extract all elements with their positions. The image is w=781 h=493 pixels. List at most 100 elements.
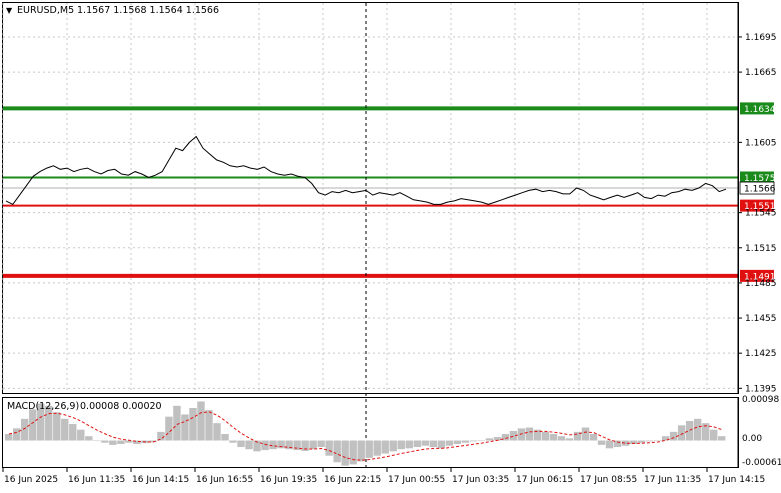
macd-bar [93,440,101,442]
time-tick-label: 16 Jun 19:35 [260,475,317,485]
macd-bar [349,440,357,465]
macd-bar [149,440,157,443]
macd-bar [621,440,630,446]
macd-bar [261,440,269,451]
time-tick-label: 17 Jun 06:15 [516,475,573,485]
macd-bar [565,438,574,441]
time-tick-label: 16 Jun 16:55 [196,475,253,485]
price-tick-label: 1.1515 [745,244,777,254]
macd-bar [493,437,502,441]
price-levels: 1.1634 1.1575 1.1551 1.1491 1.1566 [3,102,776,282]
macd-label: MACD(12,26,9) [7,401,79,412]
macd-bar [53,412,61,441]
macd-bar [181,414,189,441]
level-tag-1.1634 [740,102,774,115]
level-tag-1.1551 [740,199,774,212]
time-tick-label: 16 Jun 2025 [4,475,58,485]
macd-bar [165,416,173,441]
macd-bar [365,440,373,458]
current-price-tag [739,181,775,195]
macd-bar [581,427,590,441]
macd-bar [525,427,534,441]
level-tag-1.1491 [740,269,774,282]
macd-bar [85,436,93,441]
price-tick-label: 1.1545 [745,209,777,219]
macd-bar [429,440,437,448]
macd-bar [517,428,526,441]
price-tick-label: 1.1665 [745,68,777,78]
ohlc-values: 1.1567 1.1568 1.1564 1.1566 [77,5,219,16]
time-tick-label: 17 Jun 03:35 [452,475,509,485]
macd-bar [109,440,117,445]
chart-menu-icon[interactable]: ▼ [6,6,13,15]
macd-bar [373,440,381,456]
macd-histogram [5,401,726,466]
macd-bar [285,440,293,450]
macd-bar [637,440,646,443]
macd-bar [437,440,446,449]
macd-bar [189,407,197,441]
macd-bar [61,418,69,441]
macd-bar [229,440,237,443]
macd-bar [421,440,429,446]
level-tag-label: 1.1634 [744,105,776,115]
macd-bar [29,409,37,441]
macd-bar [333,440,341,463]
macd-bar [133,440,141,444]
macd-bar [477,440,486,442]
macd-bar [237,440,245,448]
macd-tick-max: 0.00098 [742,395,779,405]
macd-bar [645,440,654,442]
macd-signal-line [8,411,723,461]
macd-bar [541,431,550,441]
macd-bar [309,440,317,450]
macd-bar [709,429,718,441]
symbol-label: EURUSD,M5 [17,5,74,16]
macd-bar [213,423,221,441]
macd-bar [197,401,205,441]
macd-bar [269,440,277,450]
macd-bar [677,425,686,441]
macd-bar [245,440,253,450]
level-tag-label: 1.1575 [744,174,776,184]
price-tick-label: 1.1425 [745,349,777,359]
macd-bar [301,440,309,451]
macd-values: 0.00008 0.00020 [80,401,162,412]
macd-bar [101,440,109,443]
macd-bar [77,429,85,441]
macd-bar [5,434,13,441]
level-tag-label: 1.1551 [744,202,776,212]
time-tick-label: 17 Jun 14:15 [708,475,765,485]
macd-bar [381,440,389,454]
time-tick-label: 17 Jun 08:55 [580,475,637,485]
macd-bar [469,440,478,442]
macd-bar [669,431,678,441]
macd-bar [45,405,53,441]
macd-bar [445,440,454,446]
macd-bar [453,440,462,444]
macd-bar [389,440,397,452]
macd-bar [325,440,333,456]
macd-bar [205,410,213,441]
price-tick-label: 1.1485 [745,279,777,289]
macd-bar [533,429,542,441]
price-axis[interactable]: 1.16951.16651.16051.15451.15151.14851.14… [737,3,777,394]
price-grid [2,3,738,393]
macd-bar [37,403,45,441]
macd-bar [501,434,510,441]
current-price-label: 1.1566 [744,185,776,195]
macd-tick-zero: 0.00 [742,434,762,444]
macd-bar [69,424,77,441]
macd-bar [549,434,558,441]
time-axis[interactable]: 16 Jun 2025 16 Jun 11:35 16 Jun 14:15 16 Ju… [2,467,765,485]
macd-bar [317,440,325,448]
macd-bar [557,436,566,441]
macd-bar [701,423,710,441]
price-tick-label: 1.1695 [745,33,777,43]
macd-bar [413,440,421,448]
macd-bar [573,431,582,441]
macd-bar [13,428,21,441]
macd-bar [221,434,229,441]
